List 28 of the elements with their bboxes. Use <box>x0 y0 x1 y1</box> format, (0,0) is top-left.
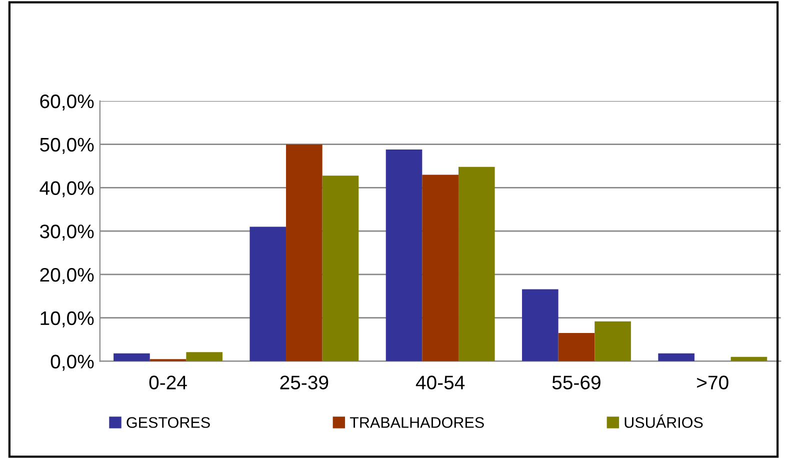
x-tick-label: >70 <box>697 376 728 390</box>
bar <box>594 321 631 362</box>
bar <box>386 150 422 362</box>
y-tick-label: 30,0% <box>40 224 94 241</box>
x-tick-label: 25-39 <box>280 376 328 390</box>
bar <box>422 174 458 362</box>
bar <box>458 166 495 362</box>
bar <box>558 333 595 362</box>
bar <box>114 353 150 362</box>
bar <box>186 352 222 362</box>
bar <box>730 356 768 362</box>
bar <box>286 144 322 362</box>
bar <box>250 226 286 362</box>
x-tick-label: 40-54 <box>416 376 465 390</box>
legend-label: USUÁRIOS <box>624 414 703 428</box>
y-tick-label: 0,0% <box>50 354 94 371</box>
bar <box>322 176 359 362</box>
y-tick-label: 40,0% <box>40 181 94 198</box>
legend-label: GESTORES <box>126 417 210 428</box>
bar <box>522 289 558 362</box>
x-tick-label: 55-69 <box>552 376 600 390</box>
y-tick-label: 50,0% <box>40 138 94 154</box>
bar <box>658 353 694 362</box>
y-tick-label: 60,0% <box>40 94 94 111</box>
legend-label: TRABALHADORES <box>350 417 484 428</box>
y-tick-label: 20,0% <box>40 268 94 284</box>
x-tick-label: 0-24 <box>149 376 187 390</box>
y-tick-label: 10,0% <box>40 311 94 328</box>
